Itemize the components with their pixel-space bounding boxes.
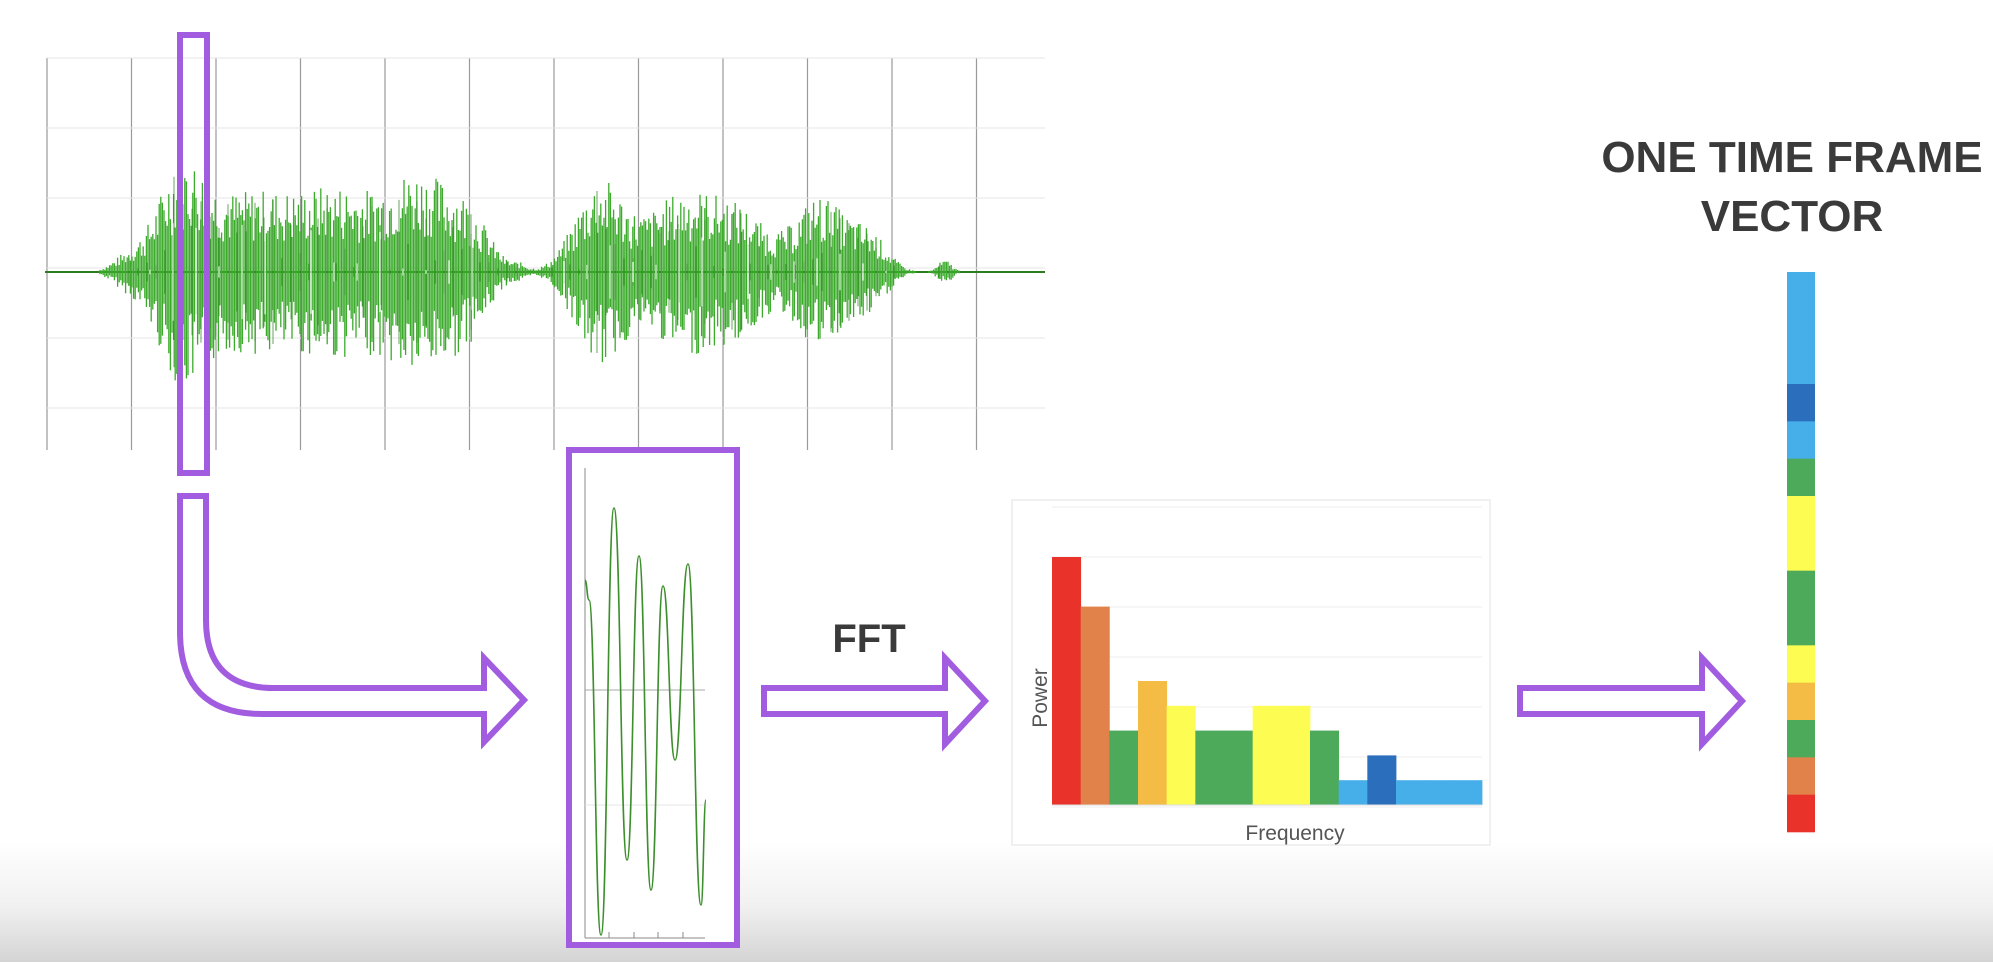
waveform-trace: [99, 164, 960, 381]
vector-segment: [1787, 794, 1815, 833]
spectrum-bars: [1052, 557, 1483, 806]
waveform-trace-dark: [119, 176, 949, 368]
fft-arrow: [761, 650, 990, 752]
frame-selection-window: [177, 32, 210, 476]
spectrum-bar: [1195, 730, 1225, 805]
zoomed-frame-waveform: [584, 468, 707, 939]
zoom-trace: [584, 507, 707, 936]
spectrum-bar: [1338, 780, 1368, 805]
spectrum-bar: [1367, 755, 1397, 805]
spectrum-x-axis-label: Frequency: [1245, 822, 1345, 845]
elbow-arrow: [177, 493, 529, 750]
time-frame-vector: [1787, 272, 1815, 833]
vector-segment: [1787, 272, 1815, 385]
vector-segment: [1787, 421, 1815, 459]
vector-segment: [1787, 384, 1815, 422]
spectrum-bar: [1281, 705, 1311, 805]
spectrum-bar: [1424, 780, 1454, 805]
vector-title-line1: ONE TIME FRAME: [1601, 133, 1982, 182]
vector-arrow: [1517, 650, 1747, 752]
spectrum-bar: [1453, 780, 1483, 805]
vector-segment: [1787, 458, 1815, 497]
fft-label: FFT: [832, 617, 905, 661]
vector-title-line2: VECTOR: [1701, 192, 1884, 241]
vector-segment: [1787, 682, 1815, 721]
spectrum-bar: [1252, 705, 1282, 805]
spectrum-bar: [1109, 730, 1139, 805]
vector-segment: [1787, 645, 1815, 683]
waveform-highlight: [149, 223, 887, 321]
speech-waveform: [45, 164, 1045, 381]
vector-segment: [1787, 720, 1815, 758]
vector-segment: [1787, 757, 1815, 795]
spectrum-bar: [1138, 681, 1168, 805]
vector-segment: [1787, 570, 1815, 646]
spectrum-bar: [1224, 730, 1254, 805]
spectrum-bar: [1310, 730, 1340, 805]
spectrum-bar: [1396, 780, 1426, 805]
spectrum-chart: Power Frequency: [1011, 499, 1491, 846]
spectrum-y-axis-label: Power: [1029, 668, 1052, 728]
spectrum-bar: [1080, 606, 1110, 805]
spectrum-bar: [1052, 557, 1082, 805]
vector-segment: [1787, 496, 1815, 571]
spectrum-bar: [1166, 705, 1196, 805]
waveform-grid: [46, 57, 1045, 450]
